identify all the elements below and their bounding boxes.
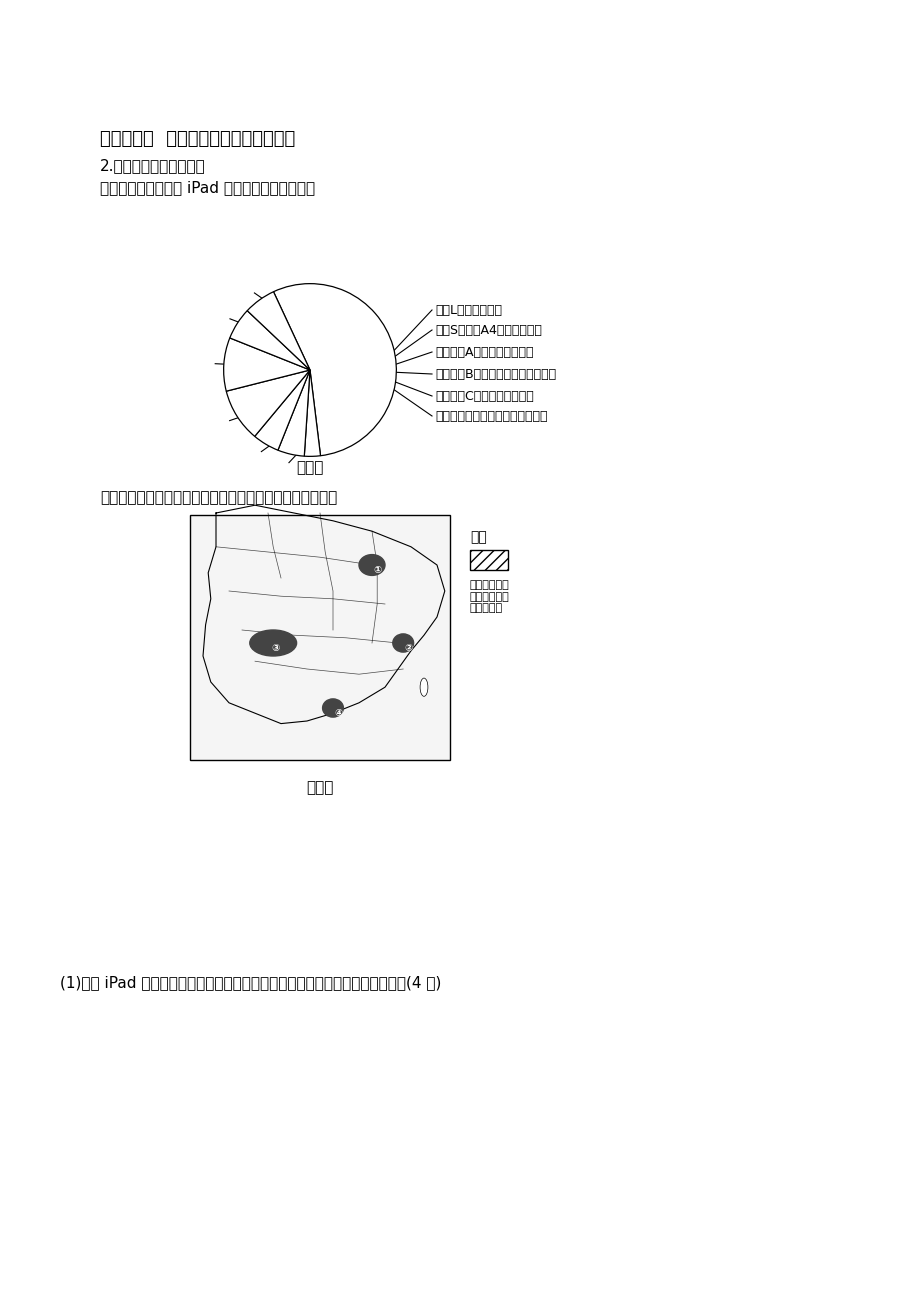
Text: 中国大陆C公司（生产电池）: 中国大陆C公司（生产电池） <box>435 389 533 402</box>
Text: 苹果公司: 苹果公司 <box>234 345 265 358</box>
Text: 材料二、下图示意富士康子公司在我国大陆的集中分布区。: 材料二、下图示意富士康子公司在我国大陆的集中分布区。 <box>100 490 337 505</box>
Wedge shape <box>230 311 310 370</box>
Ellipse shape <box>358 555 384 575</box>
Wedge shape <box>255 370 310 450</box>
Text: 其他: 其他 <box>297 436 312 449</box>
Ellipse shape <box>420 678 427 697</box>
Text: ①: ① <box>373 565 380 575</box>
Text: 材料一: 材料一 <box>296 460 323 475</box>
Text: (1)简述 iPad 产品生产分散布局的好处。其各生产部门之间的联系方式有哪些？(4 分): (1)简述 iPad 产品生产分散布局的好处。其各生产部门之间的联系方式有哪些？… <box>60 975 441 990</box>
Text: 中国大陆B公司（生产液晶显示屏）: 中国大陆B公司（生产液晶显示屏） <box>435 367 555 380</box>
Wedge shape <box>226 370 310 436</box>
Text: 探究点二：  工业分散与工业的地域联系: 探究点二： 工业分散与工业的地域联系 <box>100 130 295 148</box>
Text: 图例: 图例 <box>470 530 486 544</box>
Text: 材料二: 材料二 <box>306 780 334 796</box>
Ellipse shape <box>392 634 414 652</box>
Bar <box>470 549 507 570</box>
Ellipse shape <box>323 699 343 717</box>
Text: 韩国L公司（触屏）: 韩国L公司（触屏） <box>435 303 502 316</box>
Text: 材料一、下图为苹果 iPad 产品利润分配示意图。: 材料一、下图为苹果 iPad 产品利润分配示意图。 <box>100 180 315 195</box>
Ellipse shape <box>250 630 296 656</box>
Wedge shape <box>273 284 396 456</box>
Wedge shape <box>304 370 320 457</box>
Wedge shape <box>278 370 310 456</box>
Text: ②: ② <box>403 643 412 654</box>
Text: ③: ③ <box>271 643 279 654</box>
Text: 中国大陆A公司（生产外壳）: 中国大陆A公司（生产外壳） <box>435 345 533 358</box>
Text: 中国大陆富士康公司（组装产品）: 中国大陆富士康公司（组装产品） <box>435 410 547 423</box>
Text: ④: ④ <box>334 708 342 719</box>
Text: 富士康子公司
在我国大陆的
集中分布区: 富士康子公司 在我国大陆的 集中分布区 <box>470 579 509 613</box>
Text: 韩国S公司（A4芯片处理器）: 韩国S公司（A4芯片处理器） <box>435 323 541 336</box>
Text: 2.阅读材料，回答问题。: 2.阅读材料，回答问题。 <box>100 158 206 173</box>
Bar <box>190 516 449 760</box>
Wedge shape <box>223 339 310 391</box>
Wedge shape <box>247 292 310 370</box>
Text: 核心研发: 核心研发 <box>234 372 265 385</box>
